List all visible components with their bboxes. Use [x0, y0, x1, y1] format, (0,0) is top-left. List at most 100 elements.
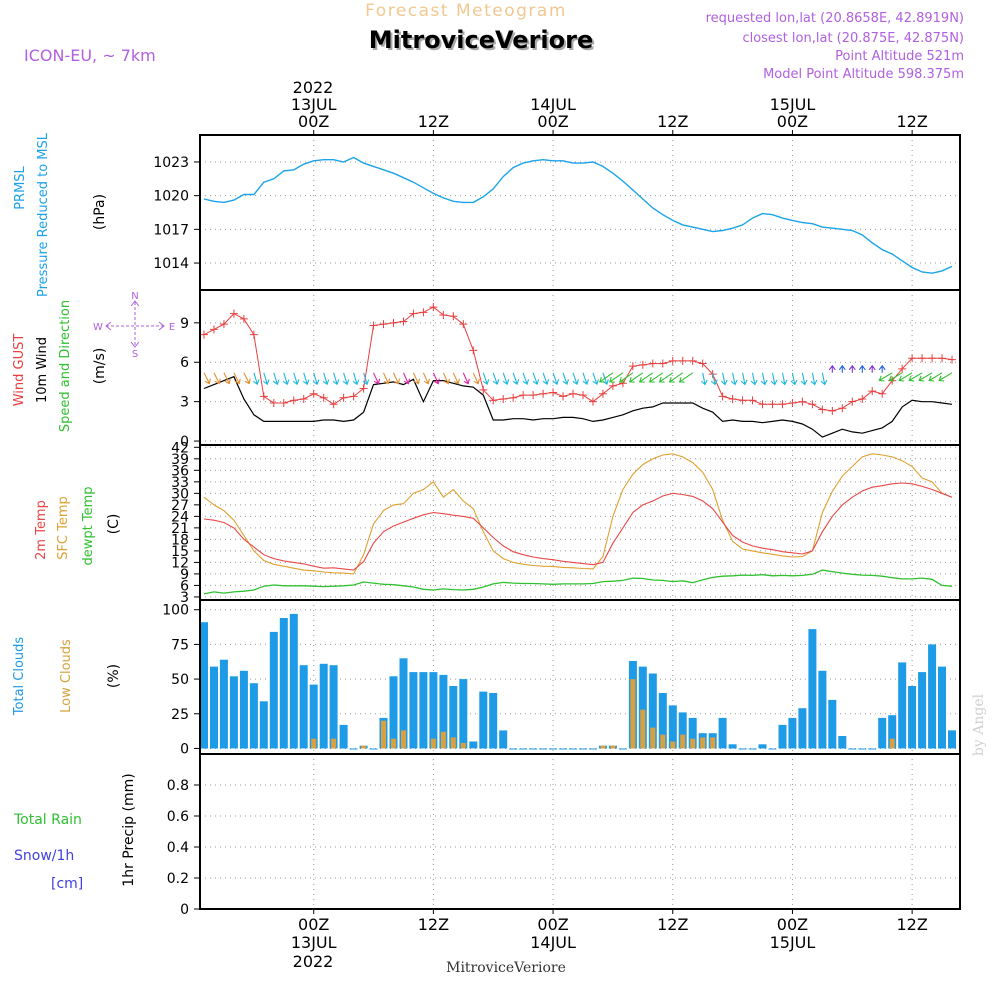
- wind-gust-marker: [948, 355, 957, 364]
- pressure-frame: [199, 134, 961, 291]
- total-cloud-bar: [479, 691, 488, 749]
- wind-gust-marker: [209, 325, 218, 334]
- wind-direction-arrow: [322, 372, 330, 386]
- low-cloud-bar: [381, 720, 386, 749]
- total-cloud-bar: [648, 673, 657, 749]
- low-cloud-bar: [660, 734, 666, 749]
- wind-direction-arrow: [532, 372, 540, 385]
- wind-direction-arrow: [898, 372, 913, 382]
- wind-direction-arrow: [668, 372, 684, 383]
- wind-direction-arrow: [878, 372, 893, 382]
- total-cloud-bar: [529, 748, 538, 750]
- compass-e: E: [169, 322, 175, 333]
- wind-gust-marker: [489, 396, 498, 405]
- total-cloud-bar: [549, 748, 558, 750]
- wind-gust-marker: [229, 309, 238, 318]
- total-cloud-bar: [948, 730, 956, 749]
- top-time-label: 00Z: [298, 112, 329, 131]
- total-cloud-bar: [579, 748, 587, 750]
- temperature-ytick-label: 30: [171, 486, 189, 502]
- wind-gust-marker: [818, 405, 827, 414]
- wind-gust-marker: [758, 400, 767, 409]
- wind-gust-marker: [698, 359, 707, 368]
- wind-direction-arrow: [858, 364, 866, 373]
- total-cloud-bar: [319, 663, 328, 749]
- wind-direction-arrow: [542, 372, 550, 385]
- wind-direction-arrow: [502, 372, 510, 385]
- wind-direction-arrow: [908, 372, 923, 382]
- total-cloud-bar: [329, 665, 338, 749]
- closest-coords: closest lon,lat (20.875E, 42.875N): [742, 31, 964, 46]
- total-cloud-bar: [219, 659, 228, 749]
- total-cloud-bar: [249, 683, 258, 749]
- wind-gust-marker: [838, 404, 847, 413]
- wind-gust-marker: [858, 395, 867, 404]
- total-cloud-bar: [409, 672, 418, 749]
- top-year: 2022: [293, 78, 334, 97]
- wind-direction-arrow: [272, 372, 280, 386]
- clouds-panel: 0 25 50 75 100: [162, 599, 961, 757]
- temperature-frame: [199, 444, 961, 601]
- wind-direction-arrow: [582, 372, 590, 385]
- total-cloud-bar: [688, 717, 697, 749]
- wind-direction-arrow: [442, 372, 450, 385]
- temperature-ytick-label: 42: [171, 440, 189, 456]
- total-cloud-bar: [339, 724, 348, 749]
- location-title-shadow: MitroviceVeriore: [371, 28, 595, 56]
- wind-gust-marker: [559, 392, 568, 401]
- temp-label-2m: 2m Temp: [34, 500, 49, 560]
- total-cloud-bar: [658, 693, 667, 749]
- wind-gust-marker: [299, 395, 308, 404]
- low-cloud-bar: [700, 737, 706, 749]
- low-cloud-bar: [690, 738, 696, 749]
- wind-direction-arrow: [373, 372, 381, 385]
- wind-gust-marker: [439, 310, 448, 319]
- total-cloud-bar: [818, 670, 827, 749]
- panels: 1014101710201023036936912151821242730333…: [153, 134, 961, 918]
- total-cloud-bar: [618, 748, 627, 750]
- low-cloud-bar: [670, 741, 676, 749]
- total-cloud-bar: [718, 717, 727, 749]
- total-cloud-bar: [808, 629, 817, 749]
- cloud-labels: Total Clouds Low Clouds (%): [12, 637, 122, 717]
- bottom-date-label: 13JUL: [291, 933, 337, 952]
- wind-gust-marker: [539, 389, 548, 398]
- wind-gust-marker: [509, 393, 518, 402]
- wind-direction-arrow: [382, 372, 391, 385]
- wind-gust-marker: [289, 396, 298, 405]
- total-cloud-bar: [399, 658, 408, 749]
- total-cloud-bar: [299, 665, 308, 749]
- wind-direction-arrow: [243, 372, 251, 385]
- wind-direction-arrow: [282, 372, 290, 386]
- total-cloud-bar: [748, 748, 757, 750]
- wind-gust-marker: [419, 308, 428, 317]
- wind-gust-marker: [848, 397, 857, 406]
- precip-panel: 0 0.2 0.4 0.6 0.8: [167, 753, 961, 918]
- wind-direction-arrow: [312, 372, 320, 386]
- wind-gust-marker: [798, 397, 807, 406]
- wind-direction-arrow: [740, 372, 748, 386]
- wind-direction-arrow: [213, 372, 221, 385]
- precip-ytick-label: 0.4: [167, 840, 189, 856]
- pressure-unit: (hPa): [92, 194, 108, 230]
- wind-gust-marker: [878, 389, 887, 398]
- wind-direction-arrow: [720, 372, 728, 386]
- wind-direction-arrow: [342, 372, 350, 386]
- low-cloud-bar: [401, 730, 406, 749]
- wind-gust-marker: [529, 391, 538, 400]
- low-cloud-bar: [391, 738, 396, 749]
- t2m-temp-line: [203, 482, 953, 571]
- total-cloud-bar: [509, 748, 518, 750]
- wind-direction-arrow: [878, 364, 886, 373]
- wind-ytick-label: 3: [180, 395, 189, 411]
- low-cloud-bar: [331, 738, 337, 749]
- wind-gust-marker: [319, 393, 328, 402]
- dewpt-temp-line: [203, 569, 953, 595]
- wind-gust-marker: [399, 317, 408, 326]
- total-cloud-bar: [419, 672, 428, 749]
- wind-gust-marker: [868, 387, 877, 396]
- low-cloud-bar: [430, 738, 436, 749]
- total-cloud-bar: [279, 618, 288, 749]
- total-cloud-bar: [778, 724, 787, 749]
